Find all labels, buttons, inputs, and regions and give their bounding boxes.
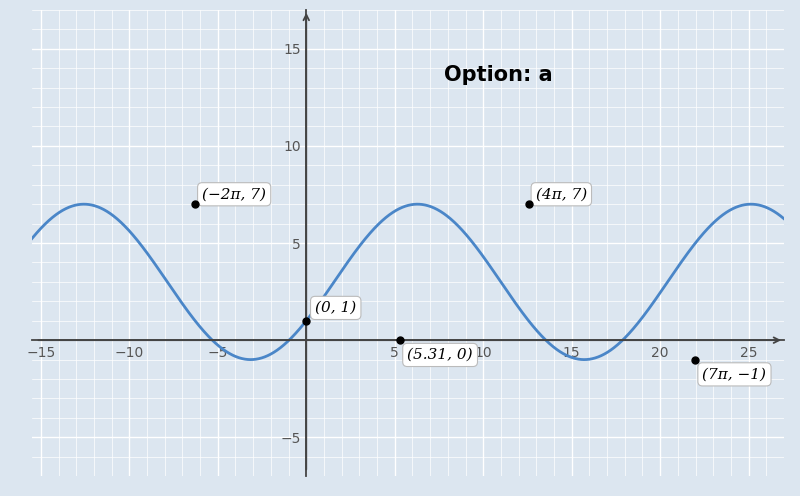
Text: (4π, 7): (4π, 7) [536, 187, 587, 201]
Text: (5.31, 0): (5.31, 0) [407, 348, 473, 362]
Text: (−2π, 7): (−2π, 7) [202, 187, 266, 201]
Text: (0, 1): (0, 1) [315, 301, 356, 315]
Text: Option: a: Option: a [444, 65, 553, 85]
Text: (7π, −1): (7π, −1) [702, 368, 766, 381]
